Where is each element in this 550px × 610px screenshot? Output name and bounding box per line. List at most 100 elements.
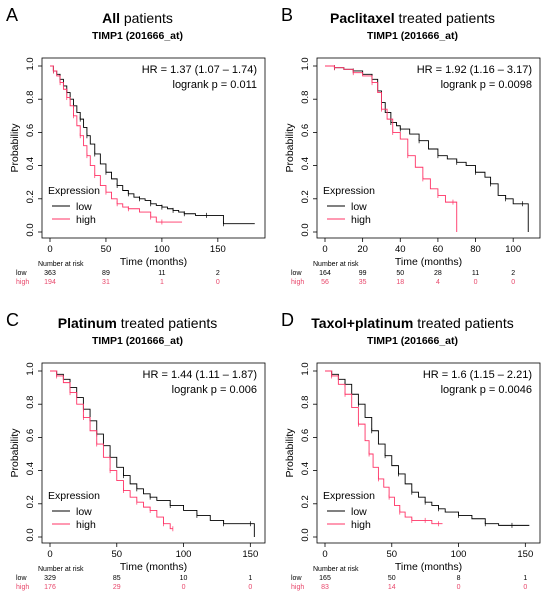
- x-axis-label: Time (months): [120, 561, 187, 573]
- panel-subtitle: TIMP1 (201666_at): [91, 30, 184, 42]
- risk-row-high-label: high: [291, 584, 304, 591]
- risk-value-high: 176: [44, 584, 56, 591]
- km-panel-b: B Paclitaxel treated patients TIMP1 (20166…: [275, 0, 550, 305]
- km-curve-low: [50, 65, 255, 225]
- legend-label-low: low: [76, 201, 92, 213]
- hazard-ratio-text: HR = 1.37 (1.07 – 1.74): [142, 64, 257, 76]
- hazard-ratio-text: HR = 1.92 (1.16 – 3.17): [417, 64, 532, 76]
- risk-row-high-label: high: [291, 279, 304, 286]
- y-tick-label: 1.0: [25, 362, 36, 375]
- x-tick-label: 150: [210, 244, 226, 255]
- risk-value-high: 83: [321, 584, 329, 591]
- risk-row-low-label: low: [291, 270, 302, 277]
- risk-value-high: 194: [44, 279, 56, 286]
- panel-title-rest: treated patients: [116, 315, 218, 331]
- risk-value-low: 50: [396, 270, 404, 277]
- panel-subtitle: TIMP1 (201666_at): [366, 30, 459, 42]
- panel-title-rest: treated patients: [413, 315, 514, 331]
- y-tick-label: 1.0: [300, 57, 311, 70]
- panel-letter: C: [6, 310, 19, 330]
- km-curve-high: [50, 370, 173, 530]
- y-tick-label: 0.6: [25, 429, 36, 442]
- risk-row-high-label: high: [16, 279, 29, 286]
- km-panel-d: D Taxol+platinum treated patients TIMP1 (2…: [275, 305, 550, 610]
- panel-title: Taxol+platinum treated patients: [275, 315, 550, 331]
- risk-value-high: 0: [216, 279, 220, 286]
- y-tick-label: 0.2: [300, 190, 311, 203]
- plot-frame: [41, 362, 266, 544]
- risk-value-high: 0: [248, 584, 252, 591]
- risk-header: Number at risk: [313, 261, 359, 268]
- risk-value-high: 4: [436, 279, 440, 286]
- risk-value-low: 1: [523, 575, 527, 582]
- y-tick-label: 0.8: [300, 396, 311, 409]
- risk-value-low: 1: [248, 575, 252, 582]
- km-plot-svg: 0.00.20.40.60.81.00 50 100 150ProbabilityTi…: [9, 362, 266, 591]
- risk-value-high: 14: [388, 584, 396, 591]
- legend-label-high: high: [76, 519, 96, 531]
- legend-label-high: high: [351, 214, 371, 226]
- y-tick-label: 0.0: [25, 528, 36, 541]
- x-tick-label: 100: [505, 244, 521, 255]
- panel-title-rest: treated patients: [394, 10, 495, 26]
- risk-value-low: 363: [44, 270, 56, 277]
- plot-frame: [316, 362, 541, 544]
- legend-label-low: low: [351, 506, 367, 518]
- plot-frame: [316, 57, 541, 239]
- y-tick-label: 1.0: [300, 362, 311, 375]
- panel-title: Platinum treated patients: [0, 315, 275, 331]
- y-tick-label: 0.4: [25, 462, 36, 475]
- km-curve-high: [50, 65, 183, 223]
- legend-label-high: high: [76, 214, 96, 226]
- plot-frame: [41, 57, 266, 239]
- risk-value-high: 0: [457, 584, 461, 591]
- panel-title-bold: Taxol+platinum: [311, 315, 414, 331]
- x-tick-label: 40: [395, 244, 406, 255]
- risk-value-low: 89: [102, 270, 110, 277]
- x-axis-label: Time (months): [395, 561, 462, 573]
- km-curve-low: [325, 370, 530, 526]
- logrank-text: logrank p = 0.006: [172, 384, 257, 396]
- risk-row-low-label: low: [291, 575, 302, 582]
- risk-value-low: 85: [113, 575, 121, 582]
- y-tick-label: 1.0: [25, 57, 36, 70]
- x-tick-label: 50: [386, 549, 397, 560]
- y-tick-label: 0.8: [25, 396, 36, 409]
- y-tick-label: 0.2: [25, 190, 36, 203]
- km-plot-svg: 0.00.20.40.60.81.00 50 100 150ProbabilityTi…: [284, 362, 541, 591]
- hazard-ratio-text: HR = 1.44 (1.11 – 1.87): [143, 369, 257, 381]
- y-tick-label: 0.6: [300, 124, 311, 137]
- risk-value-high: 0: [182, 584, 186, 591]
- panel-title-bold: Platinum: [57, 315, 117, 331]
- x-tick-label: 100: [154, 244, 170, 255]
- legend-label-low: low: [351, 201, 367, 213]
- y-tick-label: 0.0: [300, 528, 311, 541]
- risk-row-low-label: low: [16, 575, 27, 582]
- panel-title: Paclitaxel treated patients: [275, 10, 550, 26]
- hazard-ratio-text: HR = 1.6 (1.15 – 2.21): [423, 369, 532, 381]
- risk-value-low: 10: [180, 575, 188, 582]
- x-tick-label: 0: [47, 549, 52, 560]
- risk-value-high: 29: [113, 584, 121, 591]
- x-tick-label: 50: [101, 244, 112, 255]
- risk-value-high: 56: [321, 279, 329, 286]
- y-tick-label: 0.0: [25, 223, 36, 236]
- legend-title: Expression: [323, 185, 375, 197]
- logrank-text: logrank p = 0.011: [173, 79, 258, 91]
- y-tick-label: 0.0: [300, 223, 311, 236]
- y-tick-label: 0.4: [25, 157, 36, 170]
- risk-value-low: 50: [388, 575, 396, 582]
- logrank-text: logrank p = 0.0098: [441, 79, 532, 91]
- risk-value-low: 329: [44, 575, 56, 582]
- legend-title: Expression: [323, 490, 375, 502]
- panel-letter: A: [6, 5, 19, 25]
- risk-value-high: 1: [160, 279, 164, 286]
- y-axis-label: Probability: [9, 428, 21, 478]
- y-axis-label: Probability: [284, 123, 296, 173]
- x-tick-label: 0: [322, 244, 327, 255]
- x-tick-label: 0: [322, 549, 327, 560]
- panel-title-rest: patients: [119, 10, 173, 26]
- y-tick-label: 0.2: [25, 495, 36, 508]
- x-tick-label: 150: [242, 549, 258, 560]
- km-panel-c: C Platinum treated patients TIMP1 (201666_…: [0, 305, 275, 610]
